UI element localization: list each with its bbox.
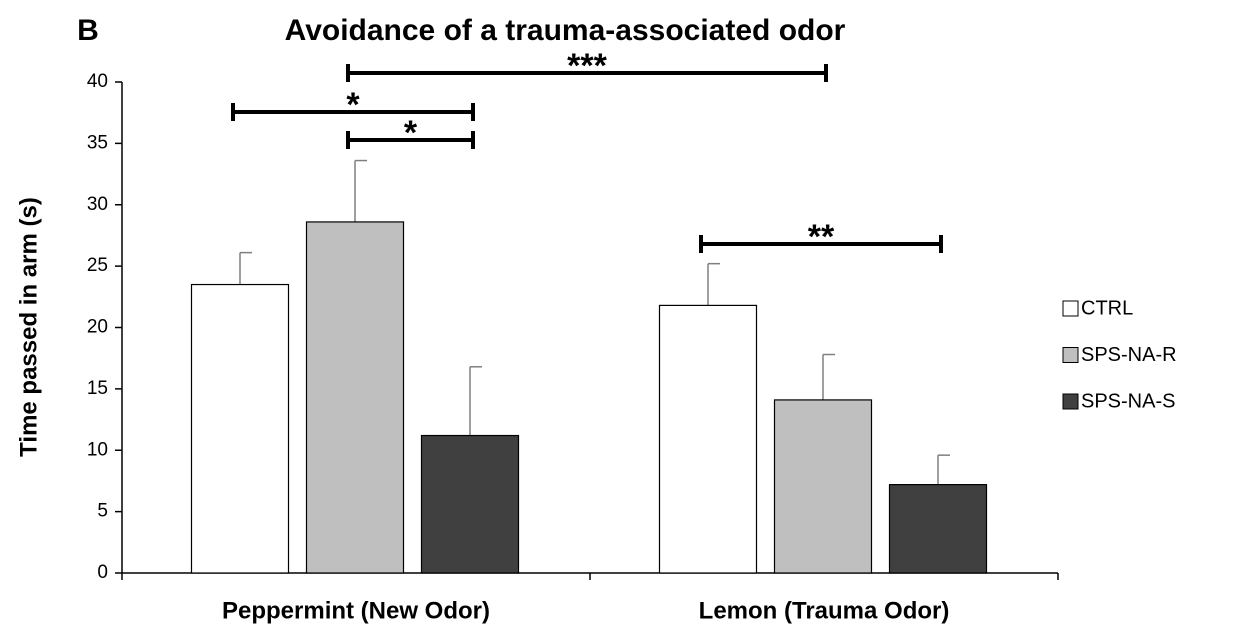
- y-tick-label: 15: [87, 378, 108, 399]
- panel-letter: B: [77, 14, 99, 47]
- bar: [190, 283, 290, 574]
- sig-label: ***: [567, 47, 607, 85]
- y-tick-label: 10: [87, 439, 108, 460]
- sig-label: *: [346, 86, 360, 124]
- bar: [420, 434, 520, 574]
- y-tick-label: 35: [87, 132, 108, 153]
- chart-title: Avoidance of a trauma-associated odor: [285, 14, 846, 47]
- legend-label: CTRL: [1081, 297, 1133, 319]
- legend-label: SPS-NA-S: [1081, 390, 1175, 412]
- y-tick-label: 20: [87, 317, 108, 338]
- bar: [773, 399, 873, 574]
- x-tick-label: Peppermint (New Odor): [222, 597, 490, 624]
- bar: [888, 484, 988, 574]
- y-tick-label: 30: [87, 194, 108, 215]
- y-tick-label: 25: [87, 255, 108, 276]
- y-tick-label: 0: [97, 562, 108, 583]
- y-axis-label: Time passed in arm (s): [15, 197, 42, 457]
- legend-swatch: [1062, 393, 1079, 410]
- y-tick-label: 40: [87, 71, 108, 92]
- y-tick-label: 5: [97, 501, 108, 522]
- sig-label: *: [404, 114, 418, 152]
- sig-label: **: [808, 218, 835, 256]
- legend-swatch: [1062, 347, 1079, 363]
- legend-label: SPS-NA-R: [1081, 344, 1177, 366]
- bar: [305, 221, 405, 574]
- x-tick-label: Lemon (Trauma Odor): [699, 597, 950, 624]
- bar: [658, 304, 758, 574]
- legend-swatch: [1062, 300, 1079, 317]
